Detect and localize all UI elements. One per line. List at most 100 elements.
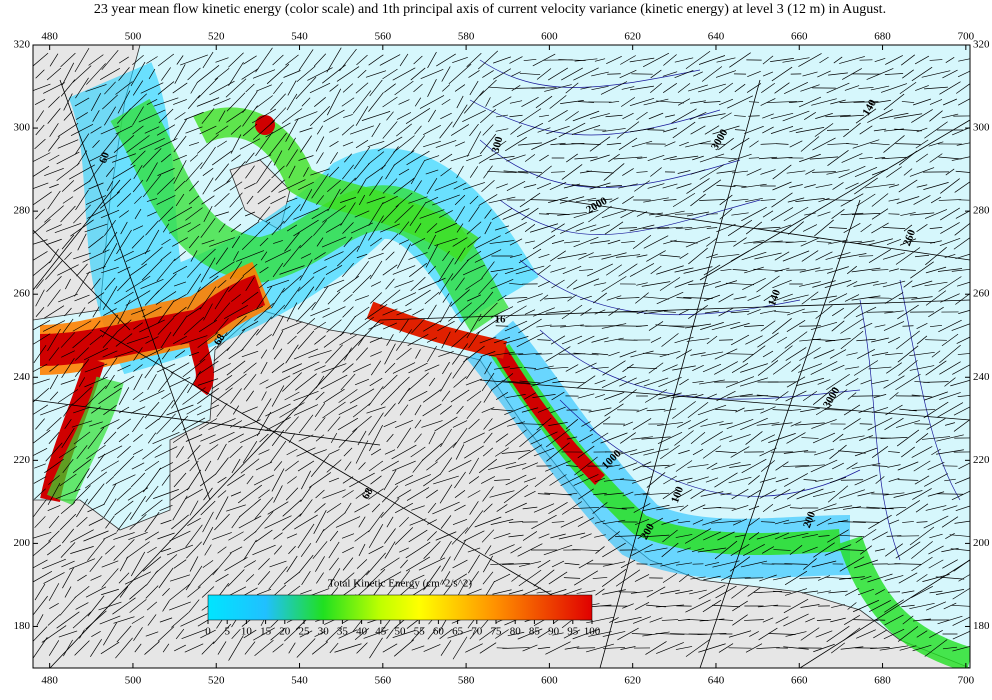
variance-axis <box>551 240 565 244</box>
variance-axis <box>537 339 551 341</box>
variance-axis <box>188 599 200 613</box>
variance-axis <box>674 213 694 215</box>
variance-axis <box>714 348 738 360</box>
variance-axis <box>550 142 566 146</box>
variance-axis <box>326 88 342 116</box>
variance-axis <box>322 401 346 419</box>
variance-axis <box>700 351 724 357</box>
variance-axis <box>452 237 468 247</box>
variance-axis <box>97 445 123 459</box>
variance-axis <box>615 535 641 537</box>
y-tick-label: 320 <box>973 39 990 51</box>
variance-axis <box>399 53 409 67</box>
variance-axis <box>256 154 272 162</box>
variance-axis <box>286 93 298 111</box>
variance-axis <box>297 460 315 472</box>
variance-axis <box>915 503 929 513</box>
variance-axis <box>659 350 681 358</box>
variance-axis <box>42 320 66 332</box>
variance-axis <box>252 544 276 556</box>
variance-axis <box>509 114 523 118</box>
variance-axis <box>536 417 552 431</box>
variance-axis <box>114 350 134 358</box>
variance-axis <box>916 574 928 582</box>
variance-axis <box>33 626 48 642</box>
variance-axis <box>48 515 60 529</box>
variance-axis <box>101 49 119 71</box>
variance-axis <box>106 180 114 192</box>
variance-axis <box>176 446 184 458</box>
x-tick-label: 680 <box>874 31 891 43</box>
variance-axis <box>760 406 776 414</box>
variance-axis <box>601 569 627 587</box>
variance-axis <box>197 378 219 386</box>
variance-axis <box>257 221 271 235</box>
variance-axis <box>368 545 384 555</box>
variance-axis <box>340 315 356 337</box>
variance-axis <box>939 344 961 364</box>
variance-axis <box>661 333 679 347</box>
variance-axis <box>760 320 776 332</box>
variance-axis <box>101 133 119 155</box>
variance-axis <box>731 585 749 599</box>
variance-axis <box>901 446 915 458</box>
variance-axis <box>493 56 511 64</box>
variance-axis <box>548 197 568 203</box>
variance-axis <box>801 291 819 305</box>
variance-axis <box>368 202 384 226</box>
variance-axis <box>587 198 613 202</box>
variance-axis <box>886 166 902 178</box>
variance-axis <box>789 507 803 509</box>
variance-axis <box>231 154 241 162</box>
variance-axis <box>338 389 358 403</box>
variance-axis <box>642 504 670 512</box>
variance-axis <box>91 406 101 414</box>
variance-axis <box>235 250 265 262</box>
variance-axis <box>716 223 736 233</box>
variance-axis <box>642 226 670 230</box>
variance-axis <box>591 432 609 444</box>
variance-axis <box>105 545 115 555</box>
variance-axis <box>452 518 468 526</box>
variance-axis <box>61 180 75 192</box>
variance-axis <box>815 404 833 416</box>
variance-axis <box>897 304 919 320</box>
variance-axis <box>495 392 509 400</box>
variance-axis <box>140 348 164 360</box>
variance-axis <box>298 434 314 442</box>
variance-axis <box>844 366 860 370</box>
y-tick-label: 280 <box>973 205 990 217</box>
variance-axis <box>475 235 501 249</box>
variance-axis <box>857 491 875 497</box>
variance-axis <box>228 62 244 86</box>
variance-axis <box>605 114 623 118</box>
variance-axis <box>812 280 836 288</box>
variance-axis <box>40 404 68 416</box>
variance-axis <box>368 523 384 549</box>
variance-axis <box>533 569 555 587</box>
variance-axis <box>762 55 774 65</box>
variance-axis <box>942 98 958 106</box>
variance-axis <box>928 545 944 555</box>
variance-axis <box>854 474 878 486</box>
variance-axis <box>600 432 628 444</box>
variance-axis <box>434 416 458 432</box>
variance-axis <box>198 319 218 333</box>
variance-axis <box>773 590 791 594</box>
variance-axis <box>895 143 921 145</box>
variance-axis <box>354 570 370 586</box>
variance-axis <box>630 85 654 91</box>
variance-axis <box>352 415 372 433</box>
variance-axis <box>730 446 750 458</box>
variance-axis <box>287 80 297 96</box>
variance-axis <box>592 577 608 579</box>
variance-axis <box>48 96 60 108</box>
variance-axis <box>886 362 902 374</box>
variance-axis <box>789 184 803 188</box>
variance-axis <box>591 337 609 343</box>
variance-axis <box>772 279 792 289</box>
variance-axis <box>608 351 620 357</box>
variance-axis <box>881 506 907 510</box>
variance-axis <box>76 263 88 277</box>
variance-axis <box>368 54 384 66</box>
